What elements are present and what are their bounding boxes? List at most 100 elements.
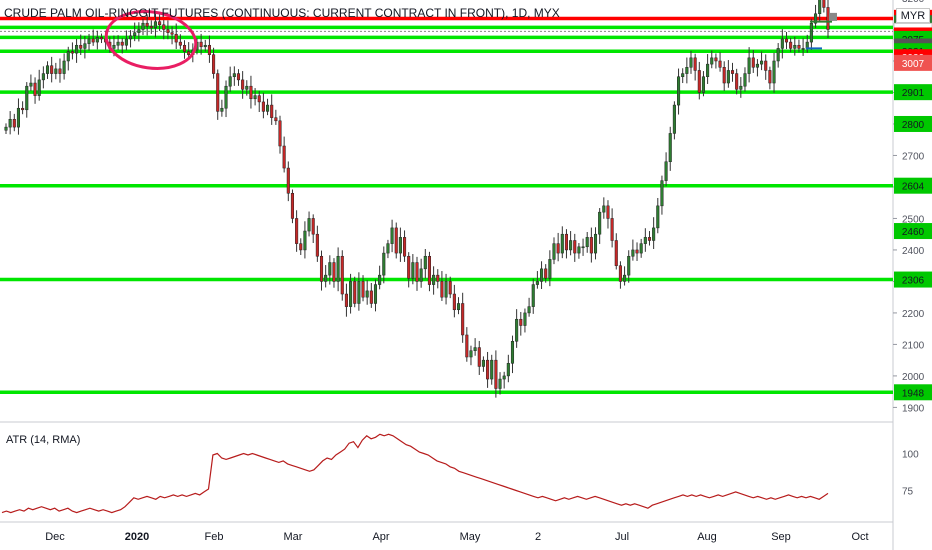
candle-body [382, 252, 386, 276]
candle-body [158, 21, 162, 26]
candle-body [614, 240, 618, 266]
price-label-text: 1948 [902, 388, 925, 399]
candle-body [241, 79, 245, 90]
candle-body [486, 359, 490, 380]
candle-body [216, 73, 220, 112]
candle-body [776, 48, 780, 62]
candle-body [124, 38, 128, 46]
candle-body [577, 246, 581, 254]
candle-body [133, 32, 137, 37]
candle-body [423, 255, 427, 270]
candle-body [340, 255, 344, 295]
candle-body [452, 293, 456, 311]
candle-body [228, 76, 232, 87]
candle-body [145, 22, 149, 27]
candle-body [344, 293, 348, 307]
candle-body [540, 268, 544, 282]
candle-body [394, 227, 398, 254]
time-tick-label: 2 [535, 531, 541, 543]
candle-body [461, 303, 465, 336]
candle-body [585, 237, 589, 248]
candle-body [668, 133, 672, 163]
price-label-text: 2800 [902, 120, 925, 131]
candle-body [739, 85, 743, 90]
candle-body [432, 274, 436, 285]
candle-body [373, 284, 378, 304]
candle-body [170, 32, 174, 35]
candle-body [826, 7, 830, 30]
candle-body [207, 44, 211, 55]
candle-body [295, 218, 299, 244]
candle-body [328, 262, 332, 276]
candle-body [643, 237, 647, 244]
candle-body [693, 57, 697, 71]
candle-body [548, 259, 552, 279]
candle-body [473, 347, 477, 351]
highlight-ellipse [104, 10, 198, 70]
candle-body [689, 57, 693, 68]
candle-body [610, 218, 614, 241]
candle-body [212, 54, 216, 74]
time-tick-label: Aug [697, 531, 717, 543]
annotations [104, 10, 837, 70]
price-tick-label: 3200 [902, 0, 925, 5]
candle-body [33, 82, 37, 96]
candle-body [801, 48, 805, 50]
candle-body [95, 37, 99, 43]
candle-body [178, 41, 182, 46]
candle-body [365, 290, 369, 298]
candle-body [220, 107, 224, 112]
candle-body [75, 44, 79, 54]
atr-tick-label: 75 [902, 486, 914, 497]
candle-body [162, 24, 166, 30]
candle-body [282, 145, 286, 169]
time-tick-label: Jul [615, 531, 629, 543]
time-tick-label: Apr [372, 531, 389, 543]
candle-body [722, 67, 726, 84]
candle-body [357, 281, 361, 304]
candle-body [415, 262, 419, 282]
candle-body [697, 70, 701, 93]
candle-body [751, 57, 755, 68]
candle-body [710, 57, 714, 65]
price-label-2800 [894, 115, 932, 132]
candle-body [685, 67, 689, 74]
candle-body [182, 44, 187, 52]
candle-body [419, 268, 423, 282]
candle-body [70, 51, 74, 54]
candle-body [436, 274, 440, 282]
price-label-text: 2901 [902, 88, 925, 99]
candle-body [581, 246, 585, 249]
candle-body [635, 249, 639, 254]
candle-body [743, 73, 747, 87]
candle-body [535, 281, 539, 285]
candle-body [627, 255, 631, 276]
time-tick-label: Mar [284, 531, 303, 543]
candle-body [789, 41, 793, 49]
candle-body [45, 65, 50, 74]
price-label-1948 [894, 384, 932, 401]
candle-body [726, 70, 730, 84]
candle-body [278, 120, 282, 147]
candle-body [336, 255, 340, 282]
candle-body [79, 44, 83, 49]
candle-body [602, 205, 606, 213]
candle-body [149, 26, 153, 29]
candle-body [760, 60, 764, 65]
currency-badge[interactable]: MYR [896, 8, 930, 23]
price-label-text: 2460 [902, 227, 925, 238]
candle-body [469, 350, 473, 358]
candle-body [324, 274, 328, 282]
target-box [829, 12, 837, 21]
price-label-2604 [894, 177, 932, 194]
candle-body [261, 101, 265, 112]
candle-body [349, 281, 353, 307]
candle-body [730, 70, 735, 74]
candle-body [116, 41, 120, 46]
candle-body [494, 359, 498, 389]
candle-body [498, 378, 502, 389]
chart-title: CRUDE PALM OIL-RINGGIT FUTURES (CONTINUO… [4, 6, 560, 20]
candle-body [510, 341, 515, 364]
price-tick-label: 2100 [902, 340, 925, 351]
